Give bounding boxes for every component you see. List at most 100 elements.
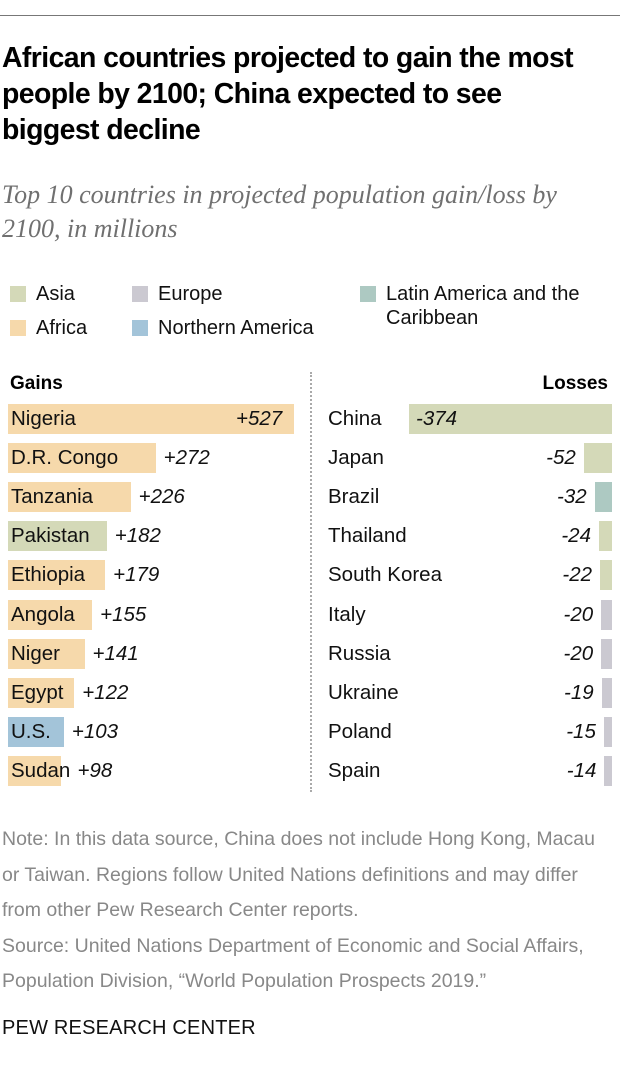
- value-label: +182: [114, 524, 161, 548]
- losses-row: Italy -20: [0, 599, 620, 630]
- value-label: +179: [113, 563, 160, 587]
- value-label: -20: [563, 641, 594, 665]
- northern-america-swatch: [132, 320, 148, 336]
- losses-row: Russia -20: [0, 638, 620, 669]
- gain-bar: [8, 716, 64, 747]
- country-label: D.R. Congo: [11, 446, 119, 470]
- country-label: Niger: [11, 641, 60, 665]
- gain-bar: [8, 560, 106, 591]
- value-label: +155: [100, 602, 147, 626]
- latin-america-swatch: [360, 286, 376, 302]
- value-label: +98: [77, 758, 113, 782]
- losses-row: Japan -52: [0, 443, 620, 474]
- country-label: Spain: [328, 758, 381, 782]
- country-label: Thailand: [328, 524, 407, 548]
- gain-bar: [8, 404, 294, 434]
- value-label: +122: [82, 680, 129, 704]
- losses-row: Brazil -32: [0, 482, 620, 513]
- loss-bar: [601, 599, 612, 630]
- value-label: +272: [163, 446, 210, 470]
- value-label: +226: [138, 485, 185, 509]
- value-label: -52: [546, 446, 576, 470]
- value-label: -20: [563, 602, 594, 626]
- note-text: Note: In this data source, China does no…: [2, 828, 595, 921]
- gains-row: U.S. +103: [0, 716, 305, 747]
- country-label: Ethiopia: [11, 563, 86, 587]
- country-label: Angola: [11, 602, 75, 626]
- loss-bar: [601, 677, 612, 708]
- value-label: -32: [557, 485, 587, 509]
- country-label: Tanzania: [11, 485, 94, 509]
- gains-row: Pakistan +182: [0, 521, 305, 552]
- loss-bar: [594, 482, 612, 513]
- country-label: Italy: [328, 602, 366, 626]
- country-label: Brazil: [328, 485, 380, 509]
- top-rule: [0, 15, 620, 16]
- gain-bar: [8, 638, 85, 669]
- value-label: -24: [561, 524, 591, 548]
- loss-bar: [583, 443, 612, 474]
- gains-header: Gains: [10, 373, 63, 394]
- losses-row: China -374: [0, 404, 620, 434]
- country-label: U.S.: [11, 719, 51, 743]
- value-label: +103: [71, 719, 119, 743]
- loss-bar: [604, 755, 612, 786]
- legend-label: Northern America: [158, 317, 314, 339]
- loss-bar: [600, 560, 612, 591]
- africa-swatch: [10, 320, 26, 336]
- loss-bar: [409, 404, 612, 434]
- losses-header: Losses: [542, 373, 608, 394]
- country-label: Poland: [328, 719, 392, 743]
- country-label: Nigeria: [11, 407, 76, 430]
- gains-row: Egypt +122: [0, 677, 305, 708]
- asia-swatch: [10, 286, 26, 302]
- losses-row: Thailand -24: [0, 521, 620, 552]
- gain-bar: [8, 677, 75, 708]
- gains-row: Ethiopia +179: [0, 560, 305, 591]
- value-label: -374: [416, 407, 458, 430]
- legend-label: Africa: [36, 317, 88, 339]
- legend: Asia Africa Europe Northern America Lati…: [0, 280, 620, 350]
- losses-row: South Korea -22: [0, 560, 620, 591]
- gains-row: Nigeria +527: [0, 404, 305, 434]
- gain-bar: [8, 521, 107, 552]
- country-label: Ukraine: [328, 680, 399, 704]
- legend-label: Europe: [158, 283, 223, 305]
- europe-swatch: [132, 286, 148, 302]
- gains-row: Angola +155: [0, 599, 305, 630]
- chart-title: African countries projected to gain the …: [2, 42, 574, 146]
- loss-bar: [601, 638, 612, 669]
- value-label: -15: [566, 719, 596, 743]
- footnote: Note: In this data source, China does no…: [2, 822, 617, 1000]
- gain-bar: [8, 443, 156, 474]
- loss-bar: [598, 521, 612, 552]
- country-label: Egypt: [11, 680, 64, 704]
- gains-row: Tanzania +226: [0, 482, 305, 513]
- value-label: -14: [566, 758, 597, 782]
- legend-label: Latin America and the Caribbean: [386, 283, 580, 329]
- country-label: Pakistan: [11, 524, 90, 548]
- country-label: South Korea: [328, 563, 442, 587]
- country-label: China: [328, 407, 382, 430]
- value-label: +527: [236, 407, 283, 430]
- country-label: Sudan: [11, 758, 71, 782]
- gains-row: D.R. Congo +272: [0, 443, 305, 474]
- country-label: Japan: [328, 446, 384, 470]
- brand-logo: PEW RESEARCH CENTER: [2, 1017, 256, 1039]
- losses-row: Spain -14: [0, 755, 620, 786]
- value-label: -19: [564, 680, 594, 704]
- losses-row: Poland -15: [0, 716, 620, 747]
- gain-bar: [8, 599, 93, 630]
- losses-row: Ukraine -19: [0, 677, 620, 708]
- gains-row: Sudan +98: [0, 755, 305, 786]
- value-label: -22: [562, 563, 593, 587]
- gain-bar: [8, 755, 62, 786]
- loss-bar: [603, 716, 612, 747]
- legend-label: Asia: [36, 283, 75, 305]
- chart-subtitle: Top 10 countries in projected population…: [2, 180, 557, 243]
- source-text: Source: United Nations Department of Eco…: [2, 934, 584, 993]
- country-label: Russia: [328, 641, 391, 665]
- gains-row: Niger +141: [0, 638, 305, 669]
- gain-bar: [8, 482, 131, 513]
- value-label: +141: [92, 641, 139, 665]
